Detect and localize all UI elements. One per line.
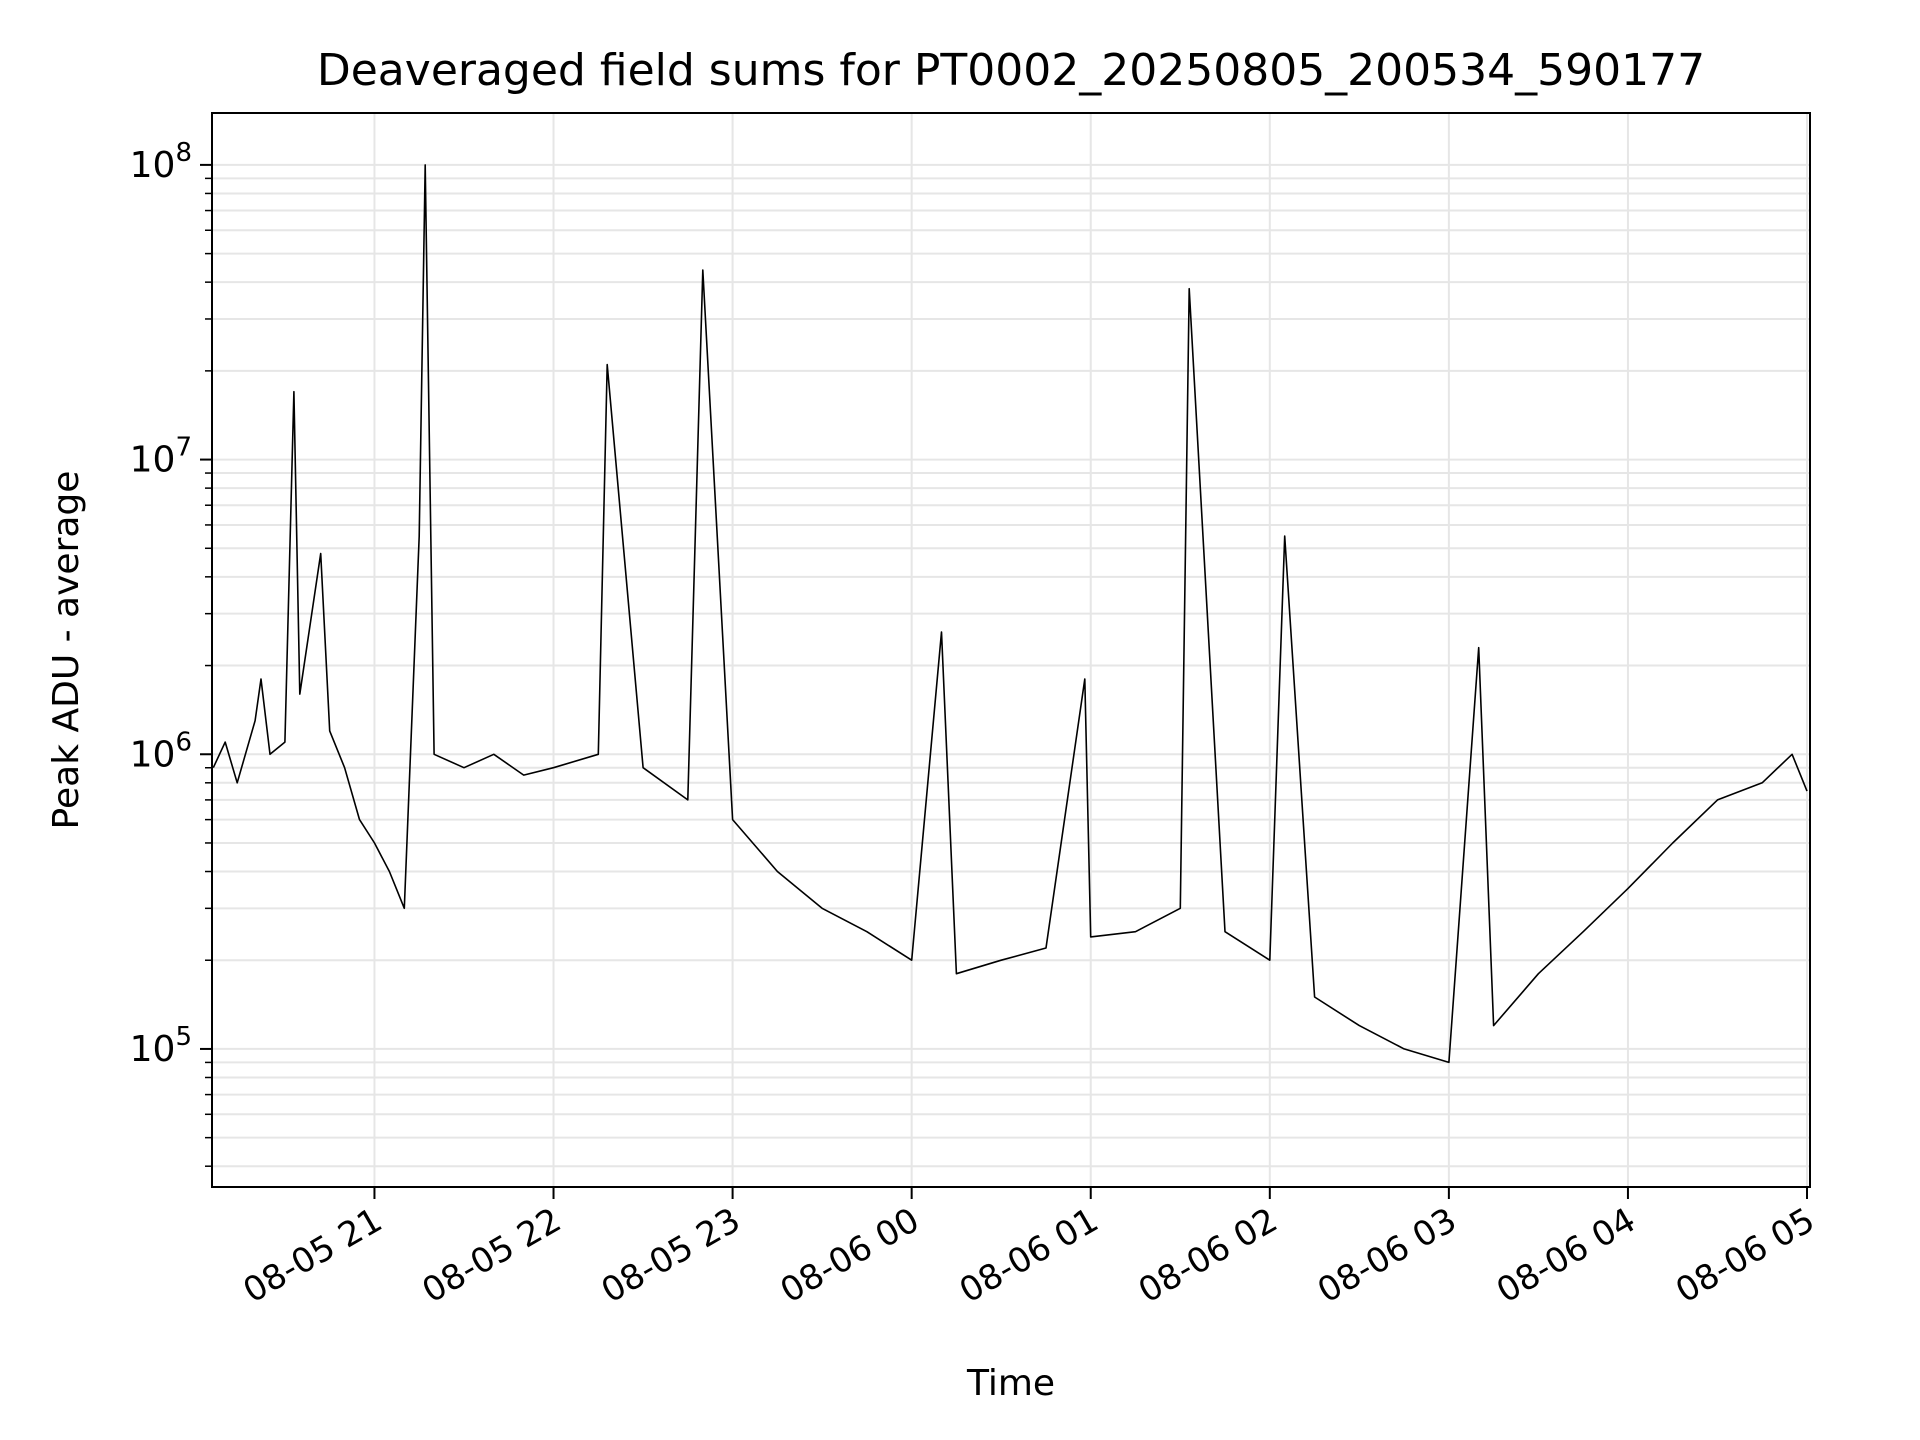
plot-frame: [211, 112, 1811, 1188]
series-line-layer: [212, 164, 1808, 1064]
y-axis-label: Peak ADU - average: [46, 471, 87, 830]
grid: [212, 113, 1810, 1187]
y-tick-label: 105: [130, 1022, 192, 1070]
chart-title: Deaveraged field sums for PT0002_2025080…: [317, 45, 1705, 96]
y-tick-label: 107: [130, 433, 192, 481]
y-tick-label: 108: [130, 138, 192, 186]
y-tick-label: 106: [130, 727, 192, 775]
x-axis-label: Time: [966, 1363, 1055, 1404]
series-line: [212, 164, 1808, 1064]
